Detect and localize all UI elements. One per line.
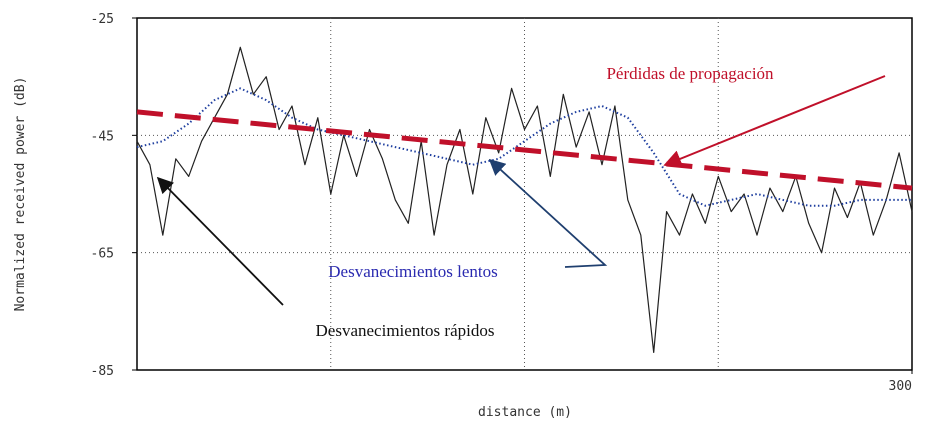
y-tick-label: -65 (91, 247, 114, 262)
y-tick-label: -45 (91, 129, 114, 144)
y-tick-label: -85 (91, 364, 114, 379)
x-tick-label: 300 (889, 379, 912, 394)
series-line (136, 109, 913, 191)
annotation: Desvanecimientos lentos (328, 262, 498, 281)
x-axis-label: distance (m) (478, 405, 572, 420)
y-tick-label: -25 (91, 12, 114, 27)
arrow (488, 158, 608, 268)
annotation: Desvanecimientos rápidos (316, 321, 495, 340)
series-line (136, 46, 913, 353)
series-line (136, 87, 912, 207)
annotation: Pérdidas de propagación (606, 64, 774, 83)
arrow (156, 176, 284, 306)
arrow (663, 75, 886, 168)
y-axis-label: Normalized received power (dB) (13, 77, 28, 312)
marks (136, 18, 913, 370)
